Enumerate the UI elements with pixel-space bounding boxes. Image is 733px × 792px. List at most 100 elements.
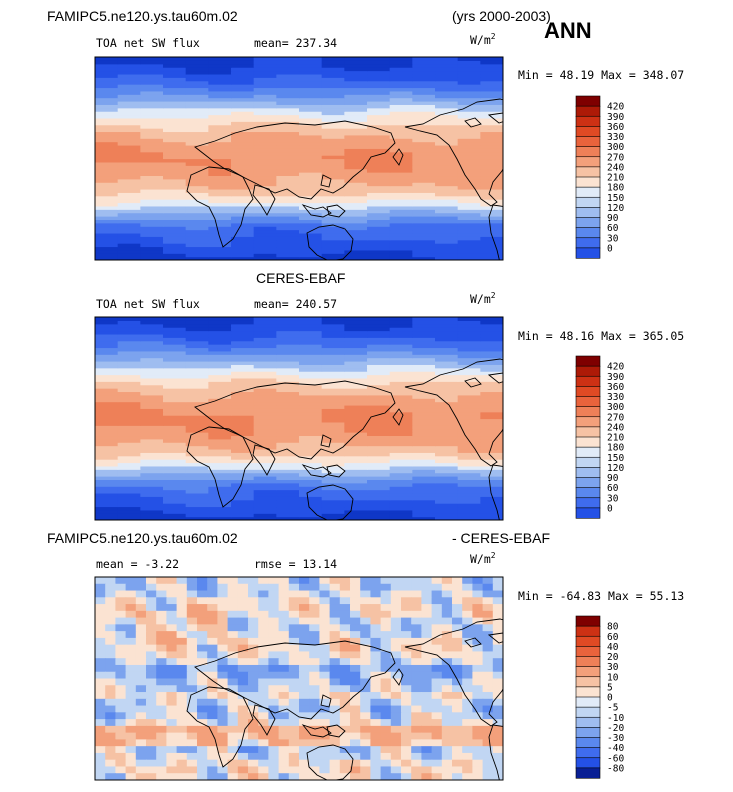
map-cell bbox=[457, 374, 481, 379]
map-cell bbox=[452, 637, 463, 646]
map-cell bbox=[411, 739, 422, 747]
map-cell bbox=[480, 438, 503, 443]
map-cell bbox=[329, 637, 341, 646]
map-cell bbox=[185, 226, 209, 231]
map-cell bbox=[253, 360, 277, 365]
map-cell bbox=[421, 752, 433, 761]
map-cell bbox=[344, 134, 368, 139]
map-cell bbox=[380, 617, 392, 625]
map-cell bbox=[389, 158, 413, 163]
colorbar-tick-label: 420 bbox=[607, 362, 624, 373]
map-cell bbox=[452, 597, 463, 605]
map-cell bbox=[125, 705, 137, 713]
map-cell bbox=[95, 516, 119, 520]
colorbar-tick-label: 150 bbox=[607, 193, 624, 204]
map-cell bbox=[276, 442, 300, 447]
map-cell bbox=[412, 144, 436, 149]
map-cell bbox=[208, 432, 232, 437]
colorbar-tick-label: 60 bbox=[607, 632, 619, 643]
map-cell bbox=[389, 121, 413, 126]
map-cell bbox=[412, 185, 436, 190]
map-cell bbox=[367, 327, 391, 332]
map-cell bbox=[237, 664, 249, 673]
map-cell bbox=[253, 97, 277, 102]
map-cell bbox=[163, 188, 187, 193]
map-cell bbox=[309, 658, 320, 666]
map-cell bbox=[360, 631, 371, 639]
map-cell bbox=[185, 185, 209, 190]
map-cell bbox=[480, 216, 503, 220]
map-cell bbox=[185, 111, 209, 116]
map-cell bbox=[237, 698, 249, 707]
map-cell bbox=[227, 719, 239, 727]
map-cell bbox=[480, 506, 503, 511]
map-cell bbox=[480, 377, 503, 382]
map-cell bbox=[185, 408, 209, 413]
map-cell bbox=[208, 121, 232, 126]
map-cell bbox=[431, 604, 443, 612]
map-cell bbox=[166, 651, 178, 659]
colorbar-tick-label: -60 bbox=[607, 753, 624, 764]
map-cell bbox=[208, 67, 232, 72]
map-cell bbox=[389, 509, 413, 514]
map-cell bbox=[115, 624, 127, 632]
map-cell bbox=[276, 377, 300, 382]
map-cell bbox=[208, 222, 232, 227]
map-cell bbox=[412, 401, 436, 406]
map-cell bbox=[319, 658, 331, 666]
map-cell bbox=[185, 384, 209, 389]
map-cell bbox=[321, 428, 345, 433]
map-cell bbox=[344, 131, 368, 136]
map-cell bbox=[321, 117, 345, 122]
map-cell bbox=[344, 323, 368, 328]
map-cell bbox=[411, 773, 422, 780]
map-cell bbox=[299, 134, 323, 139]
map-cell bbox=[319, 739, 331, 747]
map-cell bbox=[480, 100, 503, 105]
map-cell bbox=[344, 391, 368, 396]
colorbar-tick-label: 180 bbox=[607, 443, 624, 454]
map-cell bbox=[163, 330, 187, 335]
map-cell bbox=[435, 344, 459, 349]
map-cell bbox=[412, 128, 436, 133]
map-cell bbox=[207, 577, 218, 585]
map-cell bbox=[163, 161, 187, 166]
map-cell bbox=[163, 357, 187, 362]
map-cell bbox=[208, 188, 232, 193]
map-cell bbox=[457, 317, 481, 321]
map-cell bbox=[457, 418, 481, 423]
map-cell bbox=[268, 759, 280, 768]
map-cell bbox=[208, 84, 232, 89]
map-cell bbox=[435, 408, 459, 413]
map-cell bbox=[344, 229, 368, 234]
map-cell bbox=[344, 243, 368, 248]
map-cell bbox=[208, 513, 232, 518]
map-cell bbox=[389, 479, 413, 484]
map-cell bbox=[431, 752, 443, 761]
map-cell bbox=[452, 685, 463, 693]
map-cell bbox=[208, 394, 232, 399]
map-cell bbox=[95, 90, 119, 95]
map-cell bbox=[412, 516, 436, 520]
map-cell bbox=[472, 719, 484, 727]
map-cell bbox=[321, 320, 345, 325]
map-cell bbox=[480, 479, 503, 484]
map-cell bbox=[276, 404, 300, 409]
map-cell bbox=[276, 323, 300, 328]
map-cell bbox=[299, 90, 323, 95]
map-cell bbox=[186, 651, 198, 659]
map-cell bbox=[435, 381, 459, 386]
map-cell bbox=[268, 671, 280, 680]
map-cell bbox=[457, 239, 481, 244]
map-cell bbox=[360, 590, 371, 598]
map-cell bbox=[237, 712, 249, 720]
map-cell bbox=[412, 476, 436, 480]
map-cell bbox=[370, 732, 382, 740]
map-cell bbox=[370, 705, 382, 713]
map-cell bbox=[431, 617, 443, 625]
map-cell bbox=[248, 739, 259, 747]
map-cell bbox=[435, 492, 459, 497]
map-cell bbox=[253, 388, 277, 393]
map-cell bbox=[389, 161, 413, 166]
map-cell bbox=[457, 161, 481, 166]
